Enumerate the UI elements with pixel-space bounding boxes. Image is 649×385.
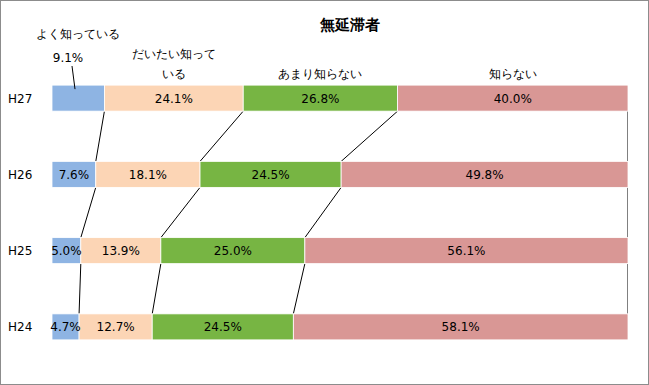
data-label: 7.6% xyxy=(59,168,90,182)
data-label: 25.0% xyxy=(214,244,252,258)
data-label: 5.0% xyxy=(51,244,82,258)
connector-line xyxy=(79,264,81,314)
bar-segment xyxy=(398,85,628,111)
connector-line xyxy=(341,111,397,161)
title: 無延滞者 xyxy=(319,16,380,34)
series-label-line: だいたい知って xyxy=(132,47,216,61)
bar-segment xyxy=(104,85,243,111)
bar-segment xyxy=(161,238,305,264)
data-label: 40.0% xyxy=(494,92,532,106)
bar-segment xyxy=(52,238,81,264)
bar-segment xyxy=(152,314,293,340)
bar-segment xyxy=(96,161,200,187)
chart: 無延滞者 9.1% 24.1% 26.8% 40.0% 7.6% 18.1% 24.5% 49.… xyxy=(0,0,649,385)
category-label: H26 xyxy=(8,168,32,182)
category-label: H24 xyxy=(8,320,32,334)
connectors xyxy=(79,111,628,314)
bar-segment xyxy=(305,238,628,264)
series-label: よく知っている xyxy=(36,27,120,41)
connector-line xyxy=(200,111,243,161)
bar-segment xyxy=(293,314,628,340)
data-label: 56.1% xyxy=(447,244,485,258)
connector-line xyxy=(152,264,161,314)
connector-line xyxy=(628,187,629,237)
bar-segment xyxy=(243,85,397,111)
data-label: 24.1% xyxy=(155,92,193,106)
category-label: H27 xyxy=(8,92,32,106)
data-label: 24.5% xyxy=(204,320,242,334)
data-label: 12.7% xyxy=(97,320,135,334)
data-label: 9.1% xyxy=(53,51,84,65)
series-label-line: 知らない xyxy=(489,67,537,81)
connector-line xyxy=(81,187,96,237)
connector-line xyxy=(628,264,629,314)
series-label: 知らない xyxy=(489,67,537,81)
bar-segment xyxy=(52,161,96,187)
data-label: 13.9% xyxy=(102,244,140,258)
data-labels: 9.1% 24.1% 26.8% 40.0% 7.6% 18.1% 24.5% 49.8% 5.… xyxy=(50,51,532,334)
connector-line xyxy=(293,264,305,314)
data-label: 49.8% xyxy=(466,168,504,182)
bar-segment xyxy=(52,85,104,111)
data-label: 24.5% xyxy=(252,168,290,182)
leader-line xyxy=(72,66,75,89)
bar-segment xyxy=(341,161,628,187)
data-label: 26.8% xyxy=(301,92,339,106)
data-label: 4.7% xyxy=(50,320,81,334)
bar-segment xyxy=(79,314,152,340)
connector-line xyxy=(96,111,105,161)
series-label-line: いる xyxy=(162,67,186,81)
series-label: あまり知らない xyxy=(278,67,362,81)
bars xyxy=(52,85,628,340)
data-label: 58.1% xyxy=(442,320,480,334)
connector-line xyxy=(161,187,200,237)
frame xyxy=(1,1,649,385)
connector-line xyxy=(305,187,341,237)
series-label: だいたい知っている xyxy=(132,47,216,81)
data-label: 18.1% xyxy=(129,168,167,182)
category-label: H25 xyxy=(8,244,32,258)
bar-segment xyxy=(200,161,341,187)
series-label-line: あまり知らない xyxy=(278,67,362,81)
bar-segment xyxy=(81,238,161,264)
series-label-line: よく知っている xyxy=(36,27,120,41)
connector-line xyxy=(628,111,629,161)
